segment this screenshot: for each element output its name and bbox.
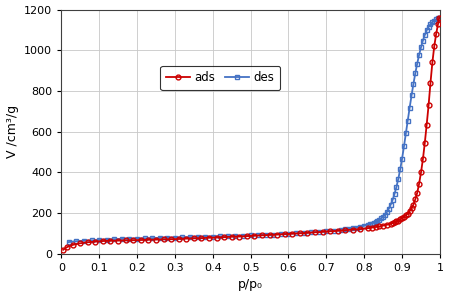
des	[396, 177, 401, 181]
Legend: ads, des: ads, des	[160, 66, 280, 90]
Line: ads: ads	[61, 15, 442, 252]
ads	[176, 237, 181, 241]
des	[187, 236, 193, 239]
ads	[237, 235, 242, 238]
Y-axis label: V /cm³/g: V /cm³/g	[5, 105, 18, 158]
ads	[61, 248, 66, 252]
ads	[424, 123, 429, 126]
des	[66, 240, 71, 244]
des	[436, 16, 442, 20]
ads	[358, 227, 363, 231]
des	[394, 185, 399, 189]
des	[202, 235, 208, 238]
ads	[168, 237, 174, 241]
Line: des: des	[66, 15, 442, 244]
ads	[436, 16, 442, 20]
X-axis label: p/p₀: p/p₀	[238, 279, 263, 291]
des	[401, 145, 407, 148]
ads	[365, 226, 371, 230]
des	[365, 223, 371, 227]
